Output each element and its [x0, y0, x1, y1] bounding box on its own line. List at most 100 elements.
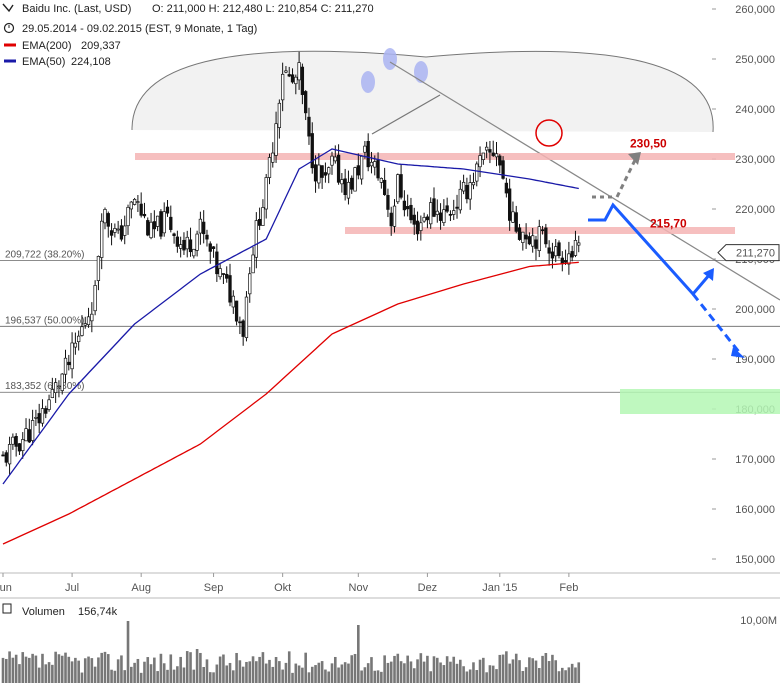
- candle-body: [419, 222, 423, 231]
- volume-bar: [412, 668, 416, 683]
- candle-body: [484, 146, 489, 151]
- candle-body: [100, 220, 104, 258]
- volume-bar: [278, 661, 281, 683]
- candle-body: [537, 226, 541, 251]
- volume-bar: [159, 653, 163, 683]
- candle-body: [540, 229, 545, 232]
- volume-icon: [2, 603, 12, 614]
- volume-bar: [442, 665, 446, 683]
- volume-bar: [106, 654, 110, 683]
- candle-body: [392, 205, 397, 227]
- candle-body: [425, 216, 430, 221]
- candle-body: [521, 231, 525, 243]
- volume-bar: [406, 655, 409, 683]
- candle-body: [172, 233, 176, 236]
- level-label-high: 230,50: [630, 137, 667, 151]
- volume-bar: [215, 664, 219, 683]
- volume-bar: [261, 652, 265, 683]
- volume-bar: [426, 655, 429, 683]
- volume-bar: [74, 657, 77, 683]
- volume-bar: [363, 667, 367, 683]
- candle-body: [103, 209, 107, 224]
- candle-body: [106, 213, 110, 227]
- volume-bar: [498, 654, 502, 683]
- volume-bar: [166, 669, 169, 683]
- volume-bar: [248, 661, 252, 683]
- candle-body: [468, 182, 472, 200]
- volume-bar: [232, 670, 235, 683]
- candle-body: [297, 62, 301, 81]
- candle-body: [281, 73, 285, 101]
- candle-body: [17, 443, 22, 452]
- bearish-arrowhead-target: [731, 347, 745, 358]
- candle-body: [373, 161, 377, 168]
- volume-bar: [435, 657, 439, 683]
- volume-bar: [103, 651, 107, 683]
- level-label-low: 215,70: [650, 217, 687, 231]
- breakdown-circle: [535, 119, 563, 147]
- volume-bar: [301, 667, 304, 683]
- volume-bar: [133, 662, 136, 683]
- candle-body: [415, 220, 420, 235]
- volume-bar: [208, 672, 212, 683]
- candle-body: [277, 102, 282, 128]
- volume-bar: [495, 669, 498, 683]
- candle-body: [363, 145, 367, 153]
- volume-bar: [54, 651, 57, 683]
- candle-body: [244, 296, 249, 339]
- bearish-arrowhead-up: [703, 268, 714, 281]
- volume-bar: [478, 659, 482, 683]
- candle-body: [149, 221, 153, 239]
- candle-body: [218, 268, 222, 278]
- candle-body: [238, 321, 242, 324]
- volume-bar: [264, 663, 268, 683]
- candle-body: [340, 179, 344, 185]
- x-tick-label: Okt: [274, 582, 291, 594]
- candle-body: [195, 233, 199, 251]
- candle-body: [274, 123, 278, 156]
- candle-body: [356, 165, 360, 176]
- volume-bar: [156, 671, 159, 683]
- candle-body: [225, 273, 229, 279]
- candle-body: [488, 149, 492, 153]
- candle-body: [11, 436, 15, 445]
- candle-body: [376, 159, 380, 179]
- candle-body: [544, 227, 548, 245]
- y-tick-label: 260,000: [735, 4, 775, 16]
- volume-bar: [445, 656, 449, 683]
- head-marker: [383, 48, 397, 70]
- volume-bar: [449, 661, 452, 683]
- volume-bar: [518, 660, 521, 683]
- candle-body: [254, 220, 258, 258]
- volume-bar: [574, 667, 577, 683]
- volume-bar: [8, 651, 11, 683]
- volume-bar: [537, 668, 541, 683]
- candle-body: [442, 209, 446, 223]
- volume-bar: [350, 655, 354, 683]
- x-tick-label: Jul: [65, 582, 79, 594]
- last-price-tag: [717, 244, 780, 262]
- candle-body: [83, 323, 87, 326]
- candle-body: [455, 206, 459, 209]
- candle-body: [304, 91, 308, 114]
- x-tick-label: Jan '15: [482, 582, 517, 594]
- candle-body: [396, 174, 400, 203]
- candle-body: [231, 295, 235, 308]
- candle-body: [109, 230, 114, 236]
- volume-bar: [274, 657, 278, 683]
- candle-body: [155, 215, 160, 227]
- neckline-left: [371, 94, 441, 135]
- volume-bar: [508, 663, 511, 683]
- volume-bar: [429, 671, 432, 683]
- period-text: 29.05.2014 - 09.02.2015 (EST, 9 Monate, …: [22, 23, 257, 35]
- candle-body: [257, 218, 262, 226]
- right-shoulder-marker: [414, 61, 428, 83]
- candle-body: [169, 216, 173, 230]
- candle-body: [491, 152, 495, 156]
- volume-bar: [327, 671, 331, 683]
- volume-bar: [268, 659, 271, 683]
- y-tick-label: 200,000: [735, 304, 775, 316]
- candle-body: [185, 236, 189, 250]
- ema50-legend-label: EMA(50): [22, 56, 65, 68]
